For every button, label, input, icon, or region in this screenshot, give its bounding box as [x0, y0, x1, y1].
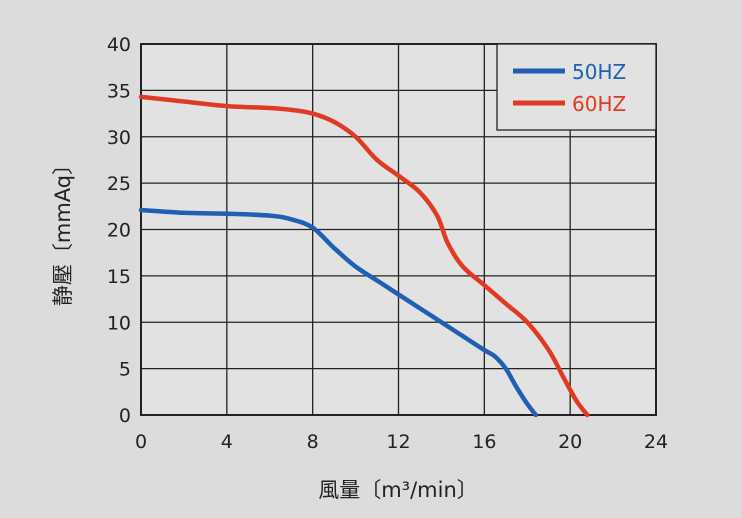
y-tick-label: 30 — [107, 127, 131, 149]
x-tick-label: 20 — [558, 431, 582, 453]
y-tick-label: 0 — [119, 405, 131, 427]
grid — [140, 43, 657, 416]
y-tick-label: 5 — [119, 359, 131, 381]
tick-labels: 0 4 8 12 16 20 24 0 5 10 15 20 25 30 35 40 — [107, 34, 668, 453]
x-axis-label: 風量〔m³/min〕 — [318, 478, 478, 502]
legend-label: 60HZ — [572, 92, 626, 116]
y-tick-label: 15 — [107, 266, 131, 288]
legend: 50HZ 60HZ — [496, 43, 657, 131]
y-tick-label: 40 — [107, 34, 131, 56]
series-lines — [138, 94, 590, 418]
x-tick-label: 24 — [644, 431, 668, 453]
legend-box — [496, 43, 657, 131]
series-line-50hz — [138, 207, 539, 418]
y-tick-label: 25 — [107, 173, 131, 195]
x-tick-label: 8 — [307, 431, 319, 453]
y-tick-label: 10 — [107, 312, 131, 334]
x-tick-label: 16 — [472, 431, 496, 453]
y-tick-label: 20 — [107, 220, 131, 242]
x-tick-label: 4 — [221, 431, 233, 453]
x-tick-label: 12 — [386, 431, 410, 453]
legend-label: 50HZ — [572, 60, 626, 84]
y-axis-label: 静壓〔mmAq〕 — [51, 154, 75, 306]
x-tick-label: 0 — [135, 431, 147, 453]
y-tick-label: 35 — [107, 80, 131, 102]
series-line-60hz — [138, 94, 590, 418]
